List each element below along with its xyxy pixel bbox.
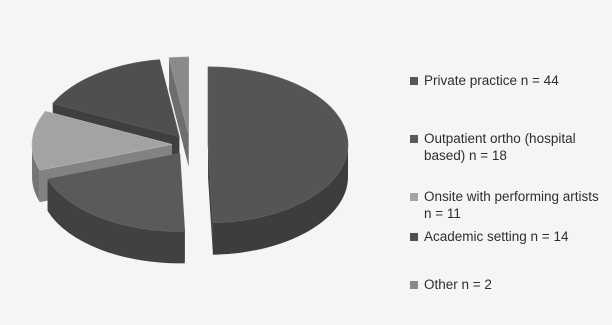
pie-slice-top	[47, 152, 186, 232]
legend-item-private-practice: Private practice n = 44	[410, 72, 609, 89]
pie-slice-wall	[169, 57, 189, 167]
legend-item-academic-setting: Academic setting n = 14	[410, 228, 609, 245]
pie-slice-side	[47, 178, 185, 264]
pie-slice	[207, 66, 349, 255]
pie-slice	[31, 110, 173, 203]
pie-slice-side	[32, 144, 40, 203]
pie-slice	[168, 56, 190, 167]
legend-label: Private practice n = 44	[424, 73, 559, 88]
pie-slice-wall	[207, 144, 213, 255]
legend-label: Other n = 2	[424, 277, 492, 292]
legend-label: Onsite with performing artists n = 11	[424, 189, 599, 221]
legend-swatch	[410, 233, 418, 241]
pie-slice-top	[31, 110, 173, 171]
pie-slice-top	[168, 56, 190, 136]
pie-slice-top	[52, 59, 180, 138]
legend-swatch	[410, 135, 418, 143]
legend-item-other: Other n = 2	[410, 276, 609, 293]
legend-label: Outpatient ortho (hospital based) n = 18	[424, 131, 576, 163]
pie-slice	[47, 152, 186, 264]
legend-item-onsite-performing-artists: Onsite with performing artists n = 11	[410, 188, 609, 222]
pie-slice-top	[207, 66, 349, 224]
legend-swatch	[410, 281, 418, 289]
legend-label: Academic setting n = 14	[424, 229, 569, 244]
legend-swatch	[410, 193, 418, 201]
legend-item-outpatient-ortho: Outpatient ortho (hospital based) n = 18	[410, 130, 609, 164]
legend-swatch	[410, 77, 418, 85]
pie-slice-side	[212, 144, 348, 255]
